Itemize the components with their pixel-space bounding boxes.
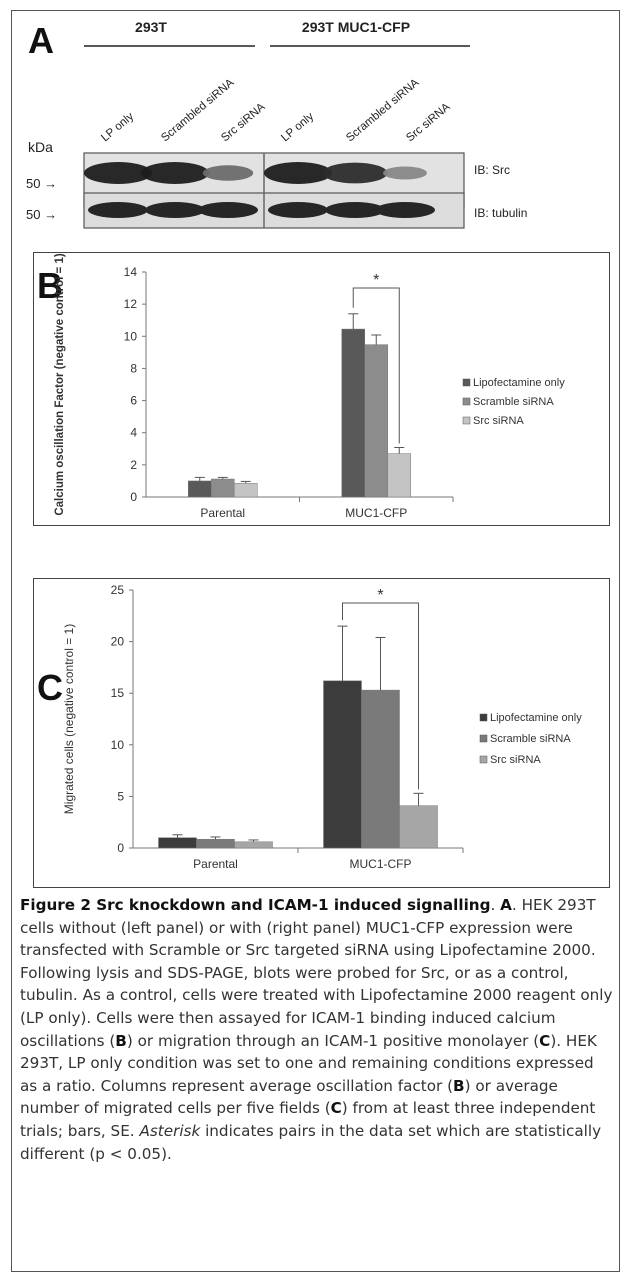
caption-ref: A (500, 896, 512, 914)
legend-label: Scramble siRNA (473, 396, 554, 408)
ib-tubulin-label: IB: tubulin (474, 206, 527, 220)
caption-text: . HEK 293T cells without (left panel) or… (20, 896, 613, 1050)
caption-text: indicates pairs in the data set which ar… (20, 1121, 602, 1163)
legend-swatch (479, 734, 488, 743)
y-tick-label: 0 (117, 841, 124, 855)
y-tick-label: 20 (111, 635, 125, 649)
legend-label: Lipofectamine only (473, 377, 565, 389)
y-axis-label: Calcium oscillation Factor (negative con… (54, 253, 66, 515)
bar (234, 841, 273, 849)
figure-caption: Figure 2 Src knockdown and ICAM-1 induce… (20, 894, 615, 1165)
panel-a-label: A (28, 20, 54, 61)
y-tick-label: 2 (130, 458, 137, 472)
bar (323, 680, 362, 849)
src-band (383, 166, 427, 180)
y-tick-label: 5 (117, 789, 124, 803)
tubulin-band (375, 202, 435, 218)
lane-label: LP only (99, 110, 136, 144)
src-band (202, 165, 254, 181)
y-tick-label: 15 (111, 686, 125, 700)
caption-ref: C (330, 1099, 342, 1118)
panel-c-box (33, 578, 610, 888)
bar (364, 344, 388, 498)
y-tick-label: 8 (130, 361, 137, 375)
y-tick-label: 0 (130, 490, 137, 504)
significance-bracket (342, 602, 419, 790)
y-tick-label: 6 (130, 394, 137, 408)
caption-ref: B (453, 1076, 465, 1095)
marker-50-tubulin: 50 → (26, 207, 57, 222)
kda-label: kDa (28, 139, 53, 155)
legend-swatch (462, 397, 471, 406)
significance-asterisk: * (377, 587, 383, 604)
bar (399, 805, 438, 849)
src-band (264, 162, 332, 184)
tubulin-band (268, 202, 328, 218)
bar (158, 837, 197, 849)
x-tick-label: Parental (193, 857, 238, 871)
caption-text: ). HEK 293T, LP only condition was set t… (20, 1031, 597, 1095)
panel-b-label: B (37, 265, 63, 306)
bar (361, 689, 400, 849)
caption-italic: Asterisk (139, 1121, 201, 1140)
x-tick-label: Parental (200, 506, 245, 520)
y-tick-label: 10 (124, 329, 138, 343)
figure-frame (11, 10, 620, 1272)
chart-c: 0 5 10 15 20 25 Migrated cells (negative contr… (62, 583, 582, 871)
bar (211, 478, 235, 498)
bar (196, 838, 235, 849)
tubulin-band (145, 202, 205, 218)
y-tick-label: 14 (124, 265, 138, 279)
bar (188, 480, 212, 498)
marker-50-src: 50 → (26, 176, 57, 191)
legend-swatch (462, 378, 471, 387)
caption-text: ) or migration through an ICAM-1 positiv… (126, 1031, 540, 1050)
legend-label: Src siRNA (473, 415, 524, 427)
y-tick-label: 25 (111, 583, 125, 597)
caption-title: Figure 2 Src knockdown and ICAM-1 induce… (20, 896, 491, 914)
legend-swatch (479, 755, 488, 764)
panel-c-label: C (37, 667, 63, 708)
src-band (84, 162, 152, 184)
bar (341, 328, 365, 498)
tubulin-band (88, 202, 148, 218)
group-label-293t: 293T (135, 19, 167, 35)
tubulin-band (325, 202, 385, 218)
y-tick-label: 10 (111, 738, 125, 752)
ib-src-label: IB: Src (474, 163, 510, 177)
caption-text: . (490, 896, 501, 914)
lane-label: Src siRNA (219, 101, 268, 144)
bar (234, 483, 258, 498)
legend-swatch (479, 713, 488, 722)
y-tick-label: 12 (124, 297, 138, 311)
lane-label: Src siRNA (404, 101, 453, 144)
x-tick-label: MUC1-CFP (345, 506, 407, 520)
caption-ref: C (539, 1031, 551, 1050)
legend-label: Scramble siRNA (490, 733, 571, 745)
src-band (141, 162, 209, 184)
legend-swatch (462, 416, 471, 425)
chart-b: 0 2 4 6 8 10 12 14 Calcium oscillation Factor (n… (54, 253, 565, 520)
group-label-muc1: 293T MUC1-CFP (302, 19, 410, 35)
caption-text: ) from at least three independent trials… (20, 1099, 596, 1140)
tubulin-band (198, 202, 258, 218)
bar (387, 453, 411, 498)
lane-label: LP only (279, 110, 316, 144)
caption-ref: B (115, 1031, 127, 1050)
legend-label: Src siRNA (490, 754, 541, 766)
y-tick-label: 4 (130, 426, 137, 440)
significance-bracket (352, 287, 400, 444)
src-band (322, 162, 388, 184)
legend-label: Lipofectamine only (490, 712, 582, 724)
y-axis-label: Migrated cells (negative control = 1) (62, 624, 76, 814)
panel-b-box (33, 252, 610, 526)
significance-asterisk: * (373, 272, 379, 289)
caption-text: ) or average number of migrated cells pe… (20, 1076, 558, 1118)
x-tick-label: MUC1-CFP (350, 857, 412, 871)
